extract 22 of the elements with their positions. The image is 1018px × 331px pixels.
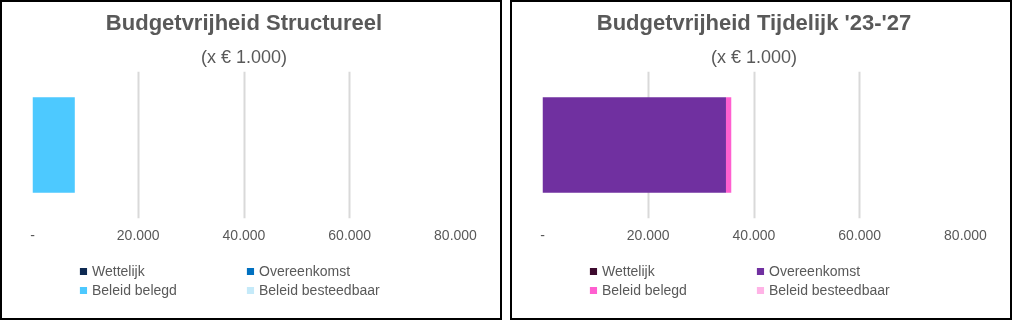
x-tick-label: 40.000 <box>732 226 776 243</box>
chart-title: Budgetvrijheid Tijdelijk '23-'27 <box>596 9 912 35</box>
x-tick-label: - <box>540 226 546 243</box>
x-tick-label: 80.000 <box>944 226 988 243</box>
legend-label: Beleid belegd <box>602 281 688 298</box>
x-tick-label: 60.000 <box>838 226 882 243</box>
x-tick-label: - <box>30 226 36 243</box>
legend-label: Beleid belegd <box>92 281 178 298</box>
legend-label: Overeenkomst <box>259 262 352 279</box>
x-tick-label: 60.000 <box>328 226 372 243</box>
legend-label: Beleid besteedbaar <box>769 281 891 298</box>
chart-subtitle: (x € 1.000) <box>710 46 798 67</box>
legend-label: Wettelijk <box>602 262 656 279</box>
chart-title: Budgetvrijheid Structureel <box>105 9 383 35</box>
x-tick-label: 20.000 <box>626 226 670 243</box>
legend-label: Wettelijk <box>92 262 146 279</box>
legend-label: Overeenkomst <box>769 262 862 279</box>
x-tick-label: 40.000 <box>222 226 266 243</box>
legend-label: Beleid besteedbaar <box>259 281 381 298</box>
chart-subtitle: (x € 1.000) <box>200 46 288 67</box>
x-tick-label: 80.000 <box>434 226 478 243</box>
x-tick-label: 20.000 <box>116 226 160 243</box>
